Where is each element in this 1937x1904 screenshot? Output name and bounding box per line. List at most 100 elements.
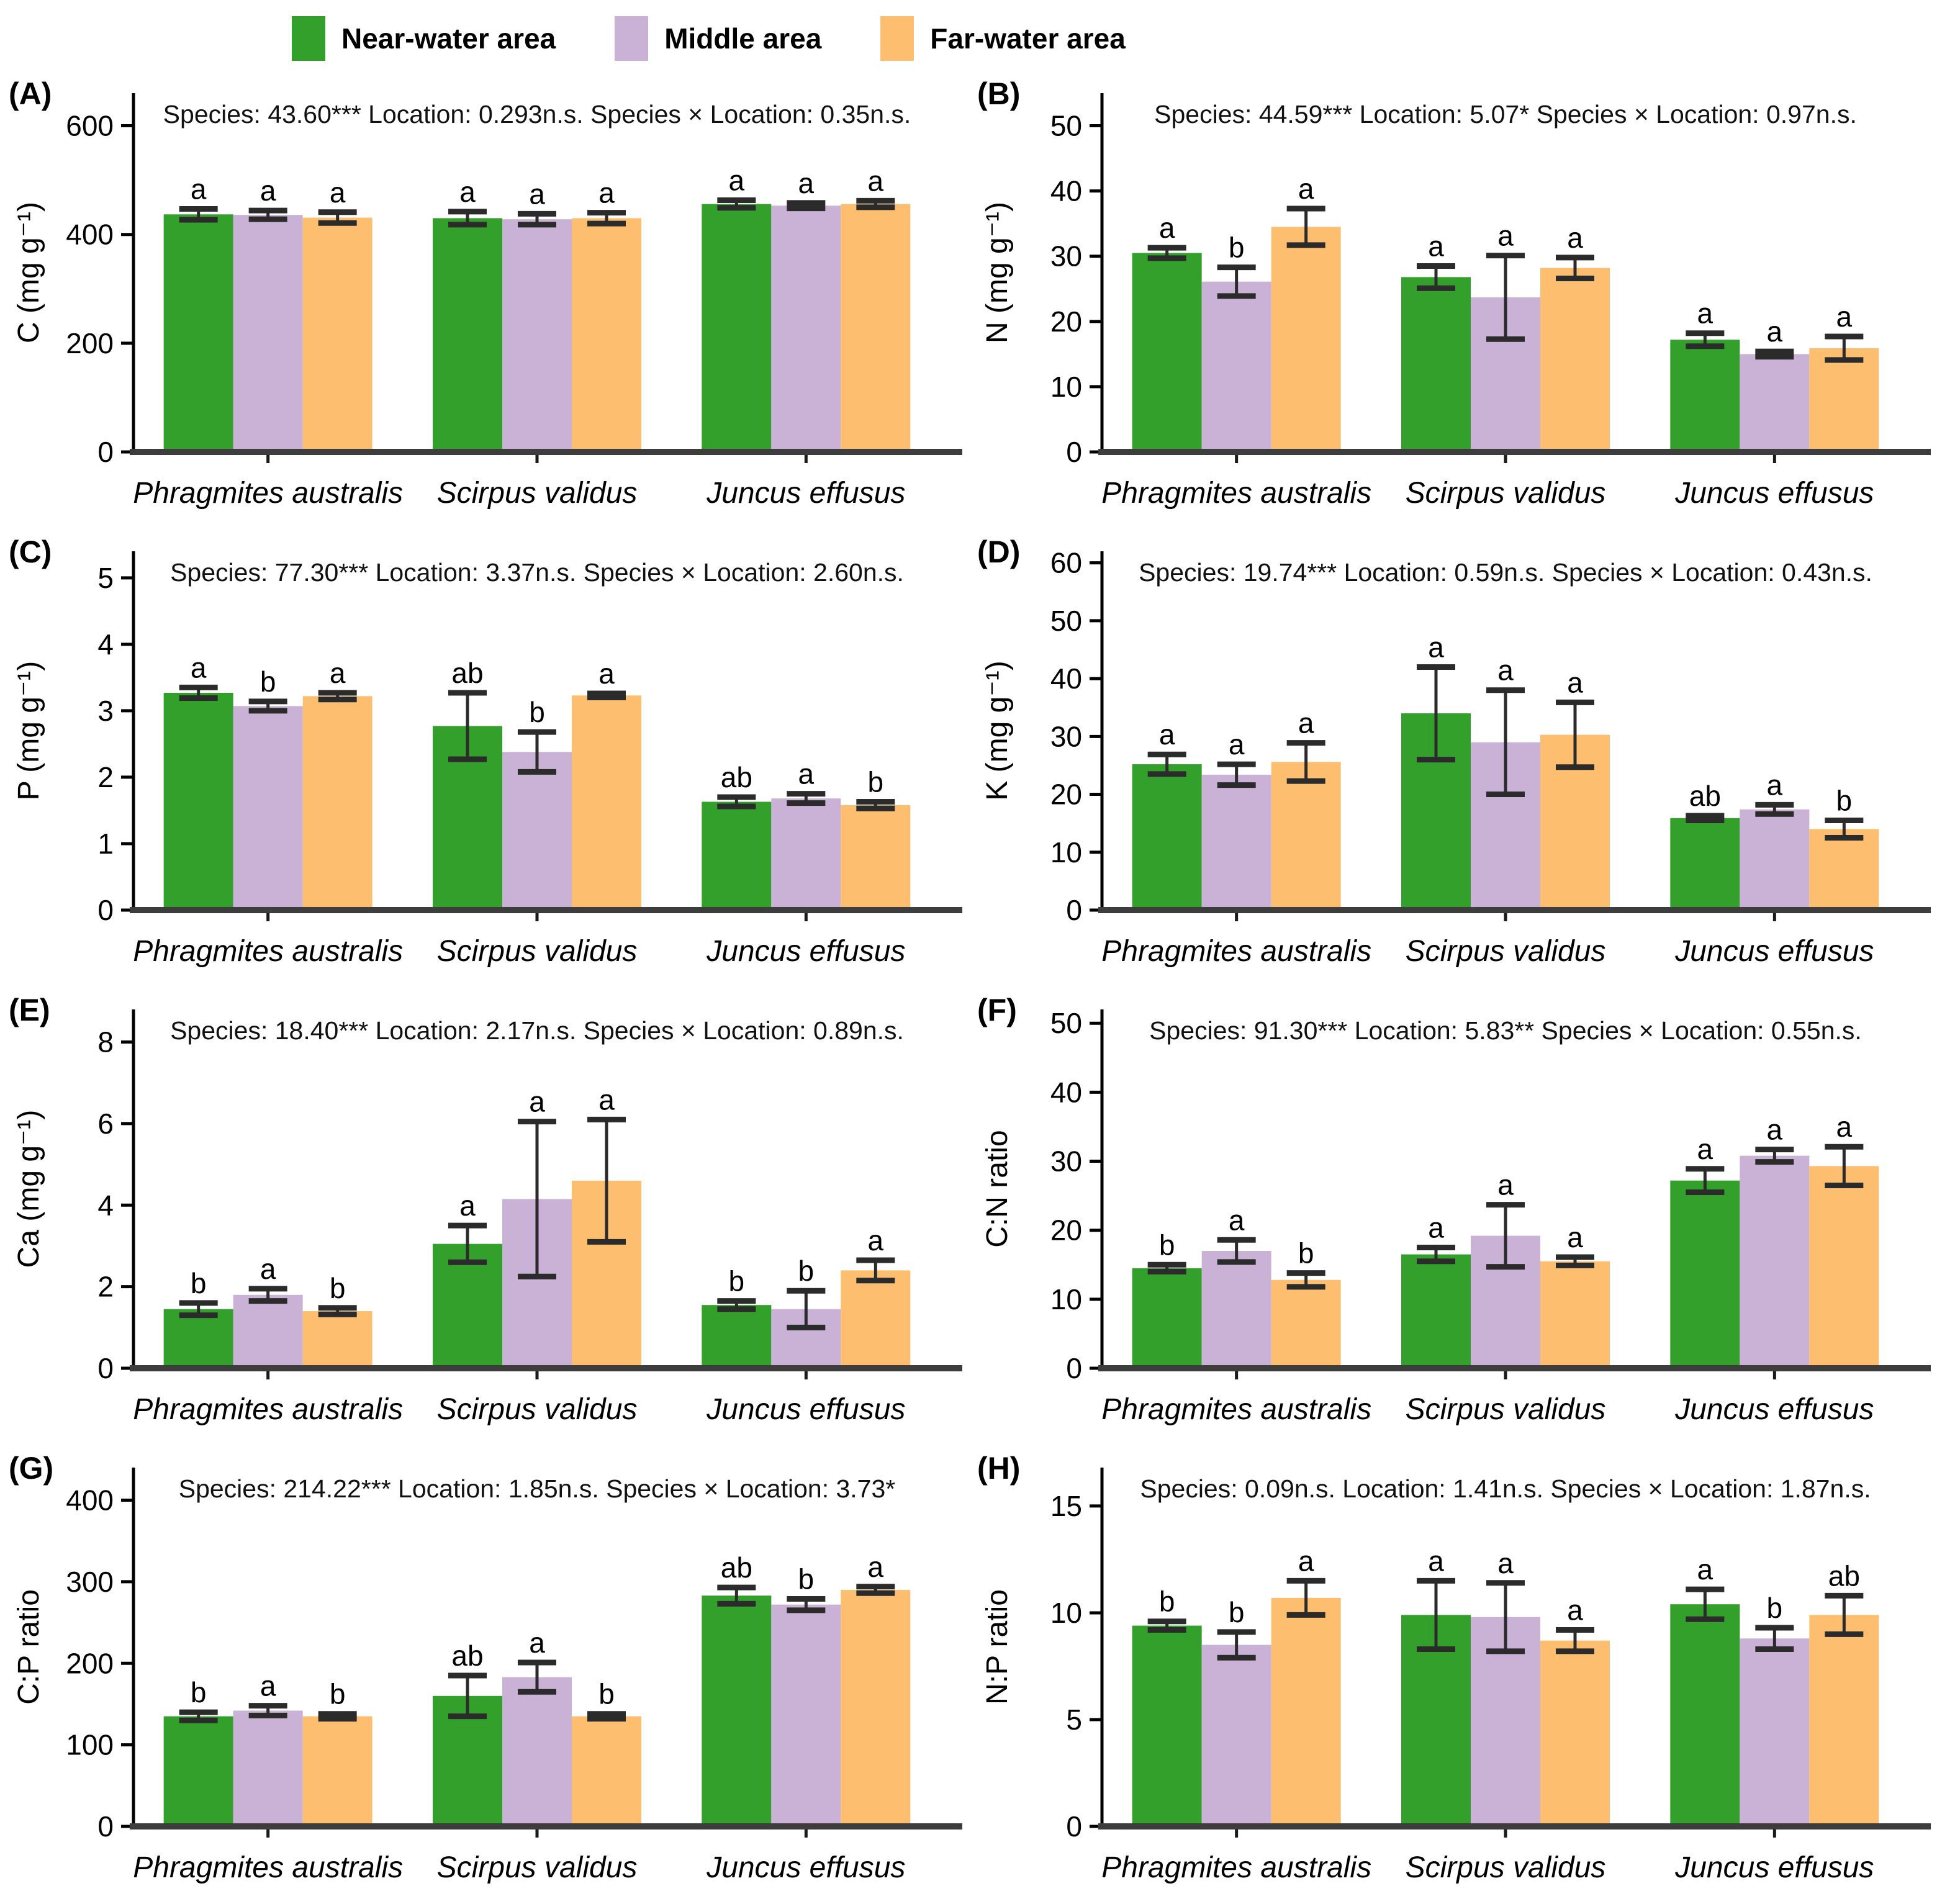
panel-letter: (C)	[9, 535, 52, 569]
bar	[771, 1604, 841, 1826]
y-tick-label: 30	[1050, 1145, 1082, 1178]
sig-letter: a	[1497, 220, 1514, 252]
sig-letter: ab	[451, 1640, 483, 1672]
bar	[1271, 227, 1341, 452]
sig-letter: a	[868, 1224, 884, 1257]
chart-F: (F) Species: 91.30*** Location: 5.83** Sp…	[977, 993, 1931, 1426]
sig-letter: b	[260, 665, 276, 698]
chart-grid: (A) Species: 43.60*** Location: 0.293n.s.…	[0, 68, 1937, 1901]
sig-letter: a	[1767, 315, 1783, 348]
bar	[1401, 277, 1471, 452]
sig-letter: a	[1159, 212, 1175, 244]
bar	[502, 219, 572, 452]
bar	[1132, 253, 1202, 452]
bar	[302, 696, 372, 910]
sig-letter: a	[598, 1083, 615, 1116]
y-tick-label: 40	[1050, 662, 1082, 695]
y-tick-label: 20	[1050, 778, 1082, 811]
bar	[1132, 764, 1202, 910]
panel-G: (G) Species: 214.22*** Location: 1.85n.s.…	[0, 1443, 968, 1901]
sig-letter: a	[868, 1551, 884, 1583]
sig-letter: ab	[721, 761, 752, 793]
y-tick-label: 10	[1050, 371, 1082, 403]
stats-text: Species: 214.22*** Location: 1.85n.s. Sp…	[179, 1474, 896, 1503]
bar	[1740, 354, 1810, 452]
sig-letter: b	[868, 766, 884, 798]
x-tick-label: Scirpus validus	[1406, 935, 1606, 968]
sig-letter: a	[1567, 1594, 1583, 1626]
legend-swatch-near-water	[292, 16, 325, 61]
sig-letter: a	[459, 176, 476, 208]
sig-letter: a	[1428, 1545, 1444, 1577]
x-tick-label: Scirpus validus	[437, 935, 638, 968]
bar	[1201, 1251, 1271, 1368]
y-axis-label: C:P ratio	[12, 1589, 45, 1705]
y-tick-label: 15	[1050, 1490, 1082, 1522]
bar	[572, 218, 641, 452]
bar	[841, 1270, 911, 1368]
panel-letter: (A)	[9, 76, 52, 111]
legend-label-near-water: Near-water area	[341, 22, 556, 55]
chart-H: (H) Species: 0.09n.s. Location: 1.41n.s. …	[977, 1451, 1931, 1884]
bar	[702, 1305, 772, 1368]
y-axis-label: N:P ratio	[981, 1589, 1014, 1705]
y-tick-label: 60	[1050, 547, 1082, 579]
sig-letter: a	[191, 173, 207, 205]
panel-letter: (E)	[9, 993, 50, 1027]
x-tick-label: Juncus effusus	[1674, 1851, 1874, 1884]
y-tick-label: 40	[1050, 1076, 1082, 1108]
legend-item-middle: Middle area	[615, 16, 821, 61]
bar	[1271, 1597, 1341, 1826]
y-tick-label: 8	[97, 1026, 114, 1058]
panel-letter: (D)	[977, 535, 1020, 569]
y-tick-label: 100	[66, 1729, 114, 1761]
bar	[1201, 1645, 1271, 1826]
panel-B: (B) Species: 44.59*** Location: 5.07* Spe…	[968, 68, 1937, 526]
panel-letter: (H)	[977, 1451, 1020, 1486]
bar	[1271, 762, 1341, 910]
sig-letter: a	[1767, 769, 1783, 801]
sig-letter: ab	[1828, 1559, 1860, 1592]
bar	[771, 798, 841, 910]
x-tick-label: Phragmites australis	[1101, 1393, 1371, 1426]
sig-letter: a	[1298, 173, 1314, 205]
panel-E: (E) Species: 18.40*** Location: 2.17n.s. …	[0, 985, 968, 1443]
sig-letter: a	[1497, 1169, 1514, 1201]
bar	[302, 1311, 372, 1368]
bar	[1740, 1638, 1810, 1826]
stats-text: Species: 44.59*** Location: 5.07* Specie…	[1154, 100, 1857, 129]
panel-A: (A) Species: 43.60*** Location: 0.293n.s.…	[0, 68, 968, 526]
x-tick-label: Juncus effusus	[706, 477, 905, 510]
sig-letter: b	[1836, 785, 1853, 817]
y-tick-label: 0	[1066, 894, 1082, 926]
bar	[1401, 1254, 1471, 1368]
y-tick-label: 50	[1050, 1007, 1082, 1039]
bar	[302, 1716, 372, 1826]
x-tick-label: Scirpus validus	[1406, 1851, 1606, 1884]
sig-letter: b	[1159, 1586, 1175, 1618]
chart-C: (C) Species: 77.30*** Location: 3.37n.s. …	[9, 535, 962, 968]
chart-D: (D) Species: 19.74*** Location: 0.59n.s. …	[977, 535, 1931, 968]
y-tick-label: 200	[66, 327, 114, 359]
bar	[702, 1595, 772, 1826]
sig-letter: b	[1298, 1237, 1314, 1270]
x-tick-label: Scirpus validus	[437, 1393, 638, 1426]
y-tick-label: 10	[1050, 836, 1082, 869]
sig-letter: a	[1567, 666, 1583, 698]
bar	[502, 752, 572, 910]
y-axis-label: Ca (mg g⁻¹)	[12, 1110, 45, 1268]
bar	[1809, 829, 1879, 910]
stats-text: Species: 18.40*** Location: 2.17n.s. Spe…	[170, 1016, 904, 1045]
sig-letter: a	[1229, 1204, 1245, 1236]
bar	[1132, 1625, 1202, 1826]
bar	[1809, 348, 1879, 452]
x-tick-label: Phragmites australis	[1101, 1851, 1371, 1884]
sig-letter: b	[598, 1678, 615, 1710]
sig-letter: a	[1567, 222, 1583, 254]
bar	[1201, 281, 1271, 452]
sig-letter: ab	[721, 1551, 752, 1584]
sig-letter: b	[729, 1265, 745, 1297]
sig-letter: b	[191, 1267, 207, 1299]
sig-letter: a	[1428, 1211, 1444, 1243]
panel-letter: (F)	[977, 993, 1017, 1027]
